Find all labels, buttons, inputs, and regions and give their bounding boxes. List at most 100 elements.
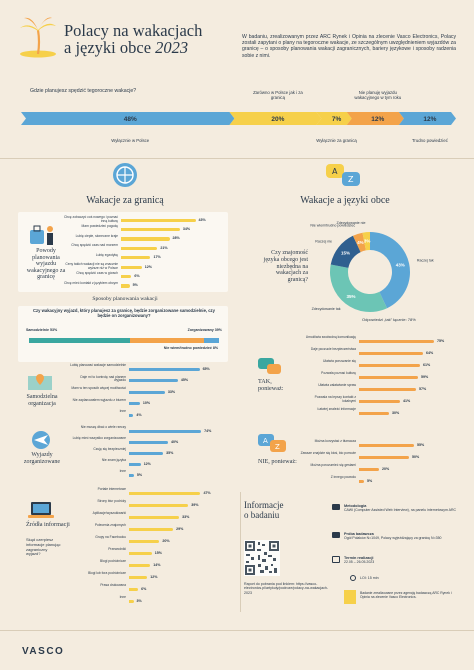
bar [359,340,434,344]
qr-code[interactable] [244,540,280,576]
bar-label: Łatwiej znaleźć informacje [317,407,356,411]
bar-label: Portale internetowe [97,487,126,491]
bar-row: Ceny takich wakacji nie są znacznie wyżs… [60,262,228,272]
q1-label: Zarówno w Polsce jak i za granicą [253,90,303,100]
donut-slice [330,264,388,312]
bar [359,400,400,404]
bar [121,265,142,269]
bar-value: 12% [143,461,151,466]
bar-label: Chcę mieć kontakt z językiem obcym [63,280,118,285]
report-link[interactable]: Raport do pobrania pod linkiem: https://… [244,582,329,595]
bar-label: Można porozumieć się gestami [310,463,356,467]
bar [359,376,418,380]
bar-label: Blogi podróżnicze [99,559,126,563]
split-label: Samodzielnie 53% [26,328,58,332]
split-bar [129,338,204,343]
split-bar [29,338,130,343]
bar [129,516,180,520]
bar-row: Z innego powodu 5% [300,475,456,488]
bar [129,600,134,604]
clock-icon [350,575,356,581]
donut-value: 15% [341,250,350,255]
page-title-line1: Polacy na wakacjach [64,21,203,40]
bar-value: 14% [153,563,161,567]
bar-value: 34% [182,227,191,232]
reasons-title: Powody planowania wyjazdu wakacyjnego za… [26,248,66,281]
bar [121,218,196,222]
bar-label: Inne [119,469,126,473]
sample-text: Ogół Polaków N=1049, Polacy wyjeżdżający… [344,536,442,541]
src-subtitle: Skąd czerpiesz informacje planując zagra… [26,537,61,557]
bar-row: Polecenia znajomych 29% [70,523,226,536]
vasco-logo[interactable]: VASCO [22,646,65,657]
q1-bar: 48% 20% 7% 12% 12% [20,112,460,125]
bar-label: Daje poczucie bezpieczeństwa [310,347,356,351]
bar-row: Aplikacje/wyszukiwarki 33% [70,511,226,524]
bar-row: Nie muszę dbać o wiele rzeczy 74% [70,425,226,437]
q1-label: Wyłącznie za granicą [316,138,357,143]
q1-value: 7% [332,116,342,123]
q1-label: Nie planuję wyjazdu wakacyjnego w tym ro… [354,90,402,100]
planning-question: Czy wakacyjny wyjazd, który planujesz za… [33,308,215,319]
bar [129,462,141,466]
bar-row: Daje poczucie bezpieczeństwa 64% [300,347,456,360]
q1-label: Wyłącznie w Polsce [111,138,150,143]
bar [129,528,174,532]
title-year: 2023 [155,38,189,57]
bar [129,367,200,371]
date-title: Termin realizacji [344,556,374,560]
bar-label: Pozwala poznać kulturę [321,371,356,375]
bar-label: Lubię planować wakacje samodzielnie [70,363,126,367]
method-text: CAWI (Computer Assisted Web Interview), … [344,508,457,513]
donut-slice [370,232,410,309]
bar-label: Nie znam języka [101,458,126,462]
donut-label: Raczej tak [417,259,434,263]
bar-label: Grupy na Facebooku [95,535,126,539]
bar-label: Zawsze znajdzie się ktoś, kto pomoże [300,451,356,455]
bar-label: Pozwala na lepszy kontakt z lokalnymi [314,395,356,403]
bar [359,352,423,356]
bar-label: Lubię ciepłe, słoneczne kraje [75,233,118,238]
bar-row: Można porozumieć się gestami 20% [300,463,456,476]
bar-row: Chcę spędzić czas nad morzem 21% [60,244,228,253]
intro-text: W badaniu, zrealizowanym przez ARC Rynek… [242,34,456,59]
right-panel-title: Wakacje a języki obce [300,195,390,206]
reasons-card [18,212,228,292]
donut-label: Raczej nie [315,240,332,244]
no-title: NIE, ponieważ: [258,458,297,465]
bar-value: 47% [203,491,211,495]
bar-row: Nie zaplanowałem wyjazdu z biurem 10% [70,398,226,411]
q1-segment [21,112,235,125]
bar-label: Polecenia znajomych [94,523,126,527]
left-panel-title: Wakacje za granicą [86,195,164,206]
bar-value: 12% [150,575,158,579]
bar [359,388,416,392]
org-title: Wyjazdy zorganizowane [23,452,61,465]
svg-text:Z: Z [275,443,280,451]
laptop-icon [28,500,54,520]
bar [129,504,189,508]
donut-slice [330,235,361,268]
bar-value: 5% [367,479,373,483]
bar-row: Ułatwia poruszanie się 61% [300,359,456,372]
traveler-icon [28,224,58,246]
bar [121,246,158,251]
q1-segment [346,112,404,125]
bar [359,412,389,416]
bar-label: Czuję się bezpieczniej [93,447,126,451]
bar [129,588,139,592]
bar [121,228,180,232]
bar-label: Ułatwia poruszanie się [323,359,356,363]
split-label: Zorganizowany 39% [187,328,222,332]
bar-value: 20% [382,467,390,471]
bar-value: 75% [437,339,445,343]
q1-segment [398,112,456,125]
bar-label: Chcę spędzić czas w górach [76,271,118,276]
bar [129,390,165,394]
bar [129,473,134,477]
donut-value: 35% [346,294,355,299]
bar-row: Blogi podróżnicze 14% [70,559,226,572]
bar-row: Można korzystać z tłumacza 55% [300,439,456,452]
svg-text:A: A [263,437,268,445]
bar-row: Przewodniki 15% [70,547,226,560]
